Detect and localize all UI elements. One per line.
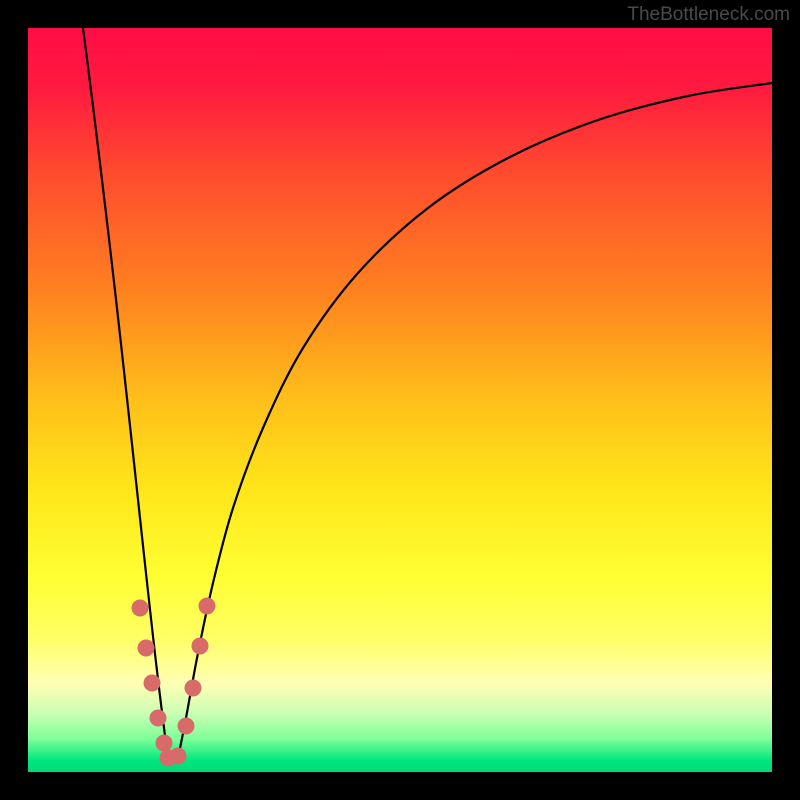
marker-point xyxy=(170,748,187,765)
watermark-text: TheBottleneck.com xyxy=(627,4,790,26)
marker-point xyxy=(192,638,209,655)
chart-svg xyxy=(28,28,772,772)
gradient-background xyxy=(28,28,772,772)
marker-point xyxy=(199,598,216,615)
marker-point xyxy=(156,735,173,752)
marker-point xyxy=(132,600,149,617)
marker-point xyxy=(185,680,202,697)
marker-point xyxy=(150,710,167,727)
marker-point xyxy=(144,675,161,692)
marker-point xyxy=(178,718,195,735)
plot-area xyxy=(28,28,772,772)
marker-point xyxy=(138,640,155,657)
chart-container: TheBottleneck.com xyxy=(0,0,800,800)
